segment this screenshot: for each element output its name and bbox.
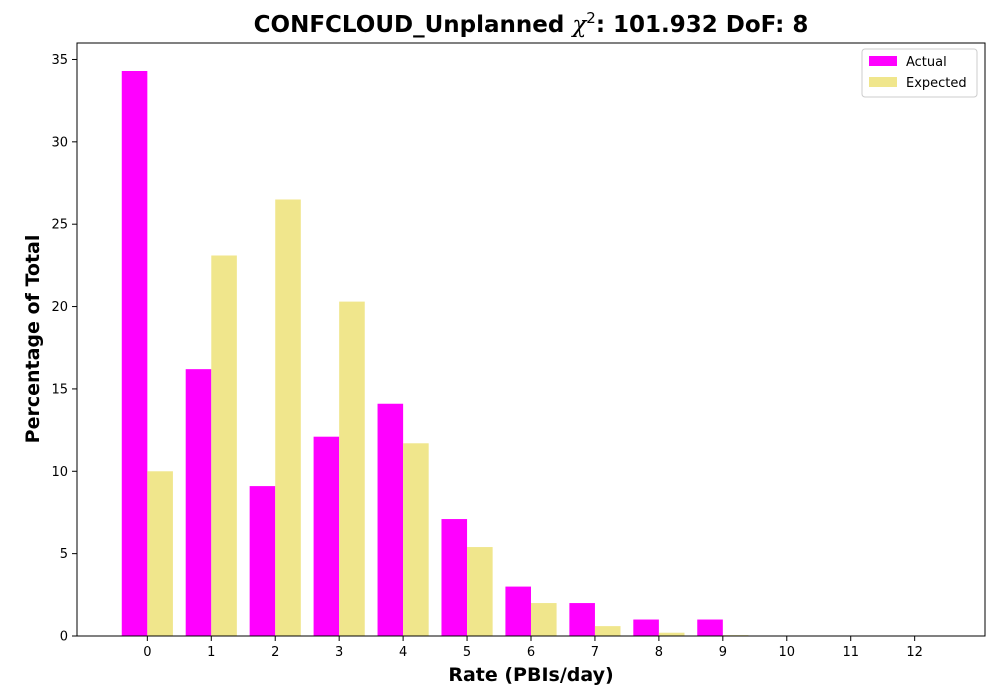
y-tick-label-10: 10 bbox=[51, 465, 68, 480]
x-tick-label-4: 4 bbox=[399, 645, 407, 660]
bar-actual-0 bbox=[121, 71, 148, 636]
y-tick-label-35: 35 bbox=[51, 53, 68, 68]
y-tick-label-25: 25 bbox=[51, 218, 68, 233]
bar-expected-0 bbox=[147, 471, 173, 636]
y-axis-label: Percentage of Total bbox=[22, 235, 44, 444]
legend-swatch-expected bbox=[869, 77, 897, 87]
x-tick-label-12: 12 bbox=[906, 645, 923, 660]
bar-expected-7 bbox=[594, 626, 621, 636]
bar-actual-5 bbox=[441, 519, 468, 636]
title-chi-symbol: χ bbox=[570, 12, 588, 38]
x-tick-label-1: 1 bbox=[207, 645, 215, 660]
y-tick-label-5: 5 bbox=[60, 547, 68, 562]
legend-swatch-actual bbox=[869, 56, 897, 66]
y-tick-label-20: 20 bbox=[51, 300, 68, 315]
x-tick-label-2: 2 bbox=[271, 645, 279, 660]
bar-expected-1 bbox=[211, 255, 237, 637]
legend: Actual Expected bbox=[861, 48, 978, 98]
bar-actual-8 bbox=[633, 619, 659, 636]
bar-actual-3 bbox=[313, 436, 340, 636]
x-tick-label-11: 11 bbox=[842, 645, 859, 660]
x-tick-label-6: 6 bbox=[527, 645, 535, 660]
x-tick-label-3: 3 bbox=[335, 645, 343, 660]
bar-actual-4 bbox=[377, 403, 404, 636]
x-tick-label-7: 7 bbox=[591, 645, 599, 660]
bar-actual-1 bbox=[185, 369, 212, 636]
bar-expected-6 bbox=[531, 603, 557, 636]
bar-actual-9 bbox=[697, 619, 723, 636]
bar-expected-2 bbox=[275, 199, 301, 637]
x-tick-label-10: 10 bbox=[779, 645, 796, 660]
y-tick-label-0: 0 bbox=[60, 630, 68, 645]
bar-actual-2 bbox=[249, 486, 276, 636]
bars-layer bbox=[121, 71, 813, 637]
chart-title: CONFCLOUD_Unplanned χ2: 101.932 DoF: 8 bbox=[254, 9, 809, 38]
bar-expected-3 bbox=[339, 301, 365, 636]
x-tick-label-5: 5 bbox=[463, 645, 471, 660]
legend-label-actual: Actual bbox=[906, 55, 947, 70]
bar-actual-7 bbox=[569, 603, 595, 636]
x-tick-label-0: 0 bbox=[143, 645, 151, 660]
y-tick-label-30: 30 bbox=[51, 135, 68, 150]
title-chi-exponent: 2 bbox=[586, 9, 596, 27]
bar-actual-6 bbox=[505, 586, 531, 636]
y-tick-label-15: 15 bbox=[51, 382, 68, 397]
x-tick-label-9: 9 bbox=[719, 645, 727, 660]
bar-expected-4 bbox=[403, 443, 429, 636]
bar-expected-5 bbox=[467, 547, 493, 636]
x-axis-label: Rate (PBIs/day) bbox=[448, 664, 613, 686]
bar-expected-8 bbox=[658, 632, 685, 636]
x-tick-label-8: 8 bbox=[655, 645, 663, 660]
legend-label-expected: Expected bbox=[906, 76, 967, 91]
title-prefix: CONFCLOUD_Unplanned bbox=[254, 12, 573, 38]
title-suffix: : 101.932 DoF: 8 bbox=[596, 12, 809, 38]
